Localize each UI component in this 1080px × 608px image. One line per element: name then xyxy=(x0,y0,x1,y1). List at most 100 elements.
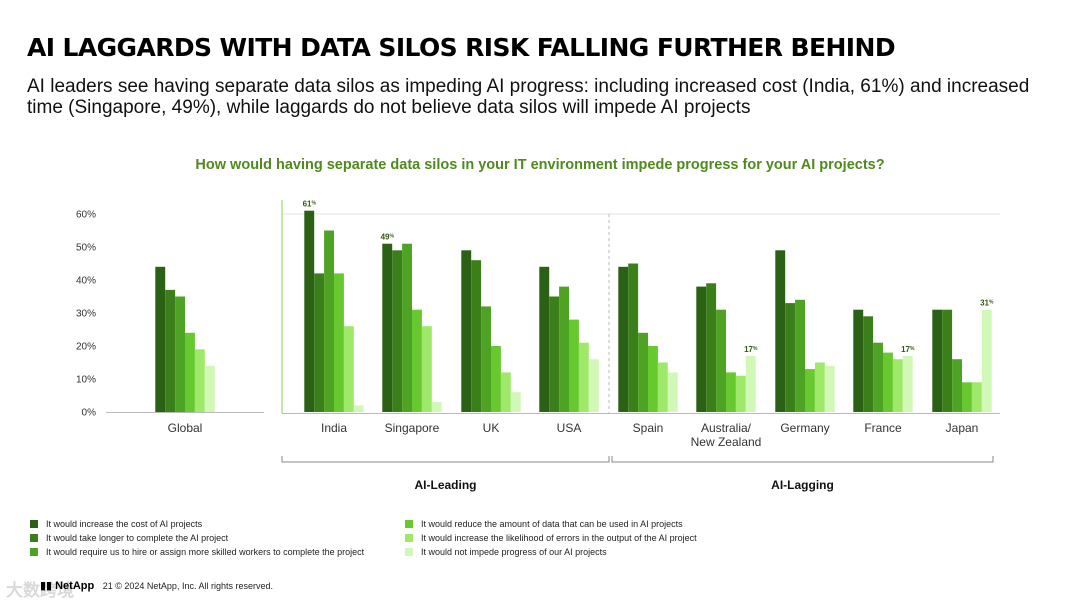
bar xyxy=(588,359,599,412)
group-label: AI-Leading xyxy=(415,478,477,492)
bar xyxy=(892,359,903,412)
bar xyxy=(402,243,412,412)
legend-swatch xyxy=(405,534,413,542)
bar xyxy=(814,362,825,412)
bar xyxy=(569,319,579,412)
page-number: 21 xyxy=(102,581,113,591)
legend-column-right: It would reduce the amount of data that … xyxy=(405,519,697,561)
bar xyxy=(431,402,442,412)
chart-title: How would having separate data silos in … xyxy=(195,157,885,173)
legend-swatch xyxy=(405,548,413,556)
legend-label: It would increase the cost of AI project… xyxy=(46,519,203,529)
bar xyxy=(902,355,913,412)
bar xyxy=(334,273,344,412)
data-label: 17% xyxy=(901,345,915,354)
y-tick-label: 20% xyxy=(76,342,96,353)
bar xyxy=(667,372,678,412)
x-tick-label: Singapore xyxy=(385,421,440,435)
bar xyxy=(382,243,393,412)
bar xyxy=(628,263,639,412)
group-label: AI-Lagging xyxy=(771,478,834,492)
data-label: 31% xyxy=(980,299,994,308)
bar xyxy=(952,359,962,412)
y-tick-label: 40% xyxy=(76,276,96,287)
legend-item: It would take longer to complete the AI … xyxy=(30,533,364,547)
y-tick-label: 50% xyxy=(76,243,96,254)
bar xyxy=(304,210,315,412)
legend-item: It would not impede progress of our AI p… xyxy=(405,547,697,561)
bar xyxy=(795,299,805,412)
data-label: 17% xyxy=(744,345,758,354)
x-tick-label: Global xyxy=(168,421,203,435)
netapp-logo-text: NetApp xyxy=(55,580,95,592)
bar xyxy=(824,365,835,412)
data-label: 49% xyxy=(381,233,395,242)
legend-swatch xyxy=(405,520,413,528)
x-tick-label: New Zealand xyxy=(691,435,762,449)
bar xyxy=(421,326,432,412)
legend-item: It would increase the likelihood of erro… xyxy=(405,533,697,547)
bar xyxy=(559,286,569,412)
watermark-text: 大数跨境 xyxy=(6,581,74,600)
legend-swatch xyxy=(30,520,38,528)
bar xyxy=(549,296,560,412)
bar xyxy=(353,405,364,412)
group-bracket xyxy=(281,456,610,463)
bar xyxy=(618,266,629,412)
bar xyxy=(873,342,883,412)
bar xyxy=(696,286,707,412)
y-tick-label: 30% xyxy=(76,309,96,320)
footer: ▮▮ NetApp 21 © 2024 NetApp, Inc. All righ… xyxy=(40,579,273,592)
bar xyxy=(785,303,796,412)
bar xyxy=(175,296,185,412)
legend-item: It would require us to hire or assign mo… xyxy=(30,547,364,561)
bar xyxy=(648,346,658,412)
bar xyxy=(726,372,736,412)
x-tick-label: UK xyxy=(483,421,500,435)
legend-swatch xyxy=(30,548,38,556)
y-tick-label: 0% xyxy=(82,408,97,419)
netapp-logo: ▮▮ NetApp xyxy=(40,580,94,592)
y-tick-label: 10% xyxy=(76,375,96,386)
bar xyxy=(165,289,176,412)
bar xyxy=(481,306,491,412)
legend-label: It would not impede progress of our AI p… xyxy=(421,547,607,557)
bar xyxy=(942,309,953,412)
x-tick-label: USA xyxy=(557,421,582,435)
x-tick-label: Spain xyxy=(633,421,664,435)
legend-label: It would reduce the amount of data that … xyxy=(421,519,683,529)
bar xyxy=(805,369,815,412)
bar xyxy=(578,342,589,412)
bar xyxy=(883,352,893,412)
bar-chart: 0% 10% 20% 30% 40% 50% 60% Global India Singapore… xyxy=(76,200,1000,492)
bar xyxy=(461,250,472,412)
bar xyxy=(539,266,550,412)
legend-column-left: It would increase the cost of AI project… xyxy=(30,519,364,561)
bar xyxy=(638,332,648,412)
slide-subtitle: AI leaders see having separate data silo… xyxy=(27,76,1030,118)
netapp-logo-icon: ▮▮ xyxy=(40,580,53,592)
y-tick-label: 60% xyxy=(76,210,96,221)
slide-title: AI LAGGARDS WITH DATA SILOS RISK FALLING… xyxy=(27,33,896,62)
bar xyxy=(735,375,746,412)
bar xyxy=(471,260,482,412)
bar xyxy=(194,349,205,412)
bar xyxy=(716,309,726,412)
bar xyxy=(314,273,325,412)
x-tick-label: India xyxy=(321,421,347,435)
legend-item: It would reduce the amount of data that … xyxy=(405,519,697,533)
bar xyxy=(853,309,864,412)
bar xyxy=(155,266,166,412)
bar xyxy=(204,365,215,412)
x-tick-label: Australia/ xyxy=(701,421,752,435)
x-tick-label: France xyxy=(864,421,902,435)
bar xyxy=(981,309,992,412)
bar xyxy=(343,326,354,412)
legend-item: It would increase the cost of AI project… xyxy=(30,519,364,533)
x-tick-label: Germany xyxy=(780,421,829,435)
bar xyxy=(706,283,717,412)
bar xyxy=(657,362,668,412)
bar xyxy=(491,346,501,412)
bar xyxy=(863,316,874,412)
bar xyxy=(971,382,982,412)
